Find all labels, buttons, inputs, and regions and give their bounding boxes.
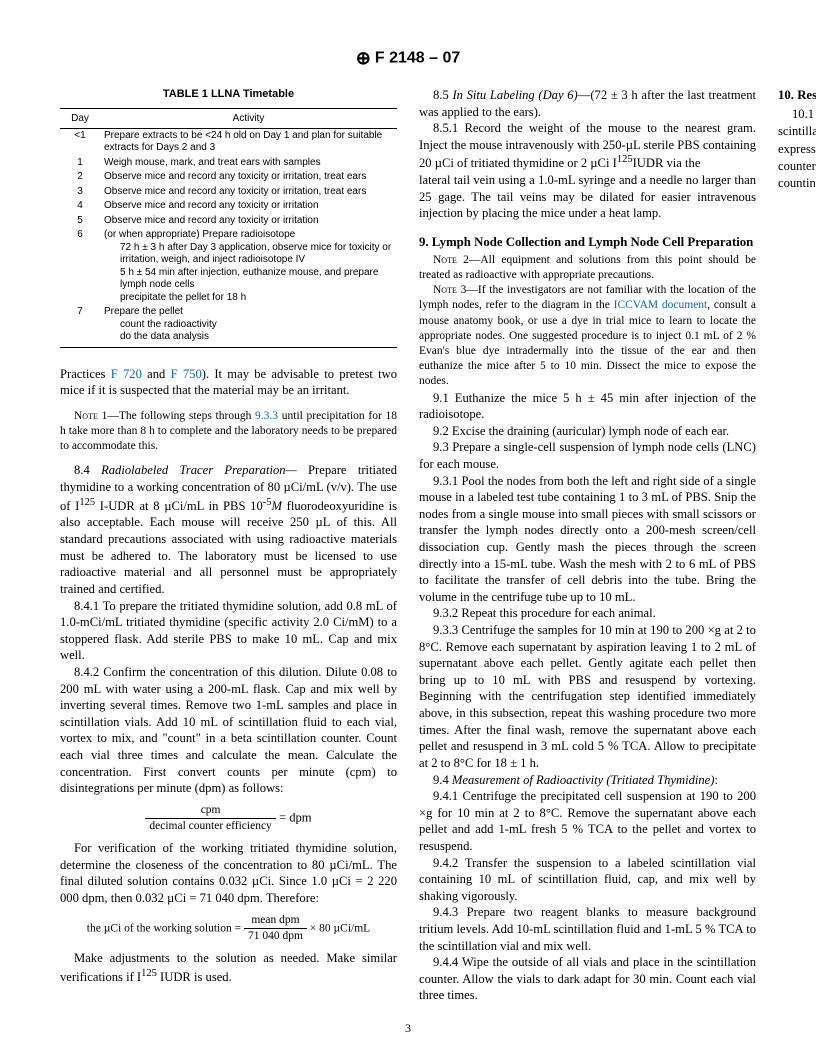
standard-designation: F 2148 – 07 xyxy=(375,50,460,67)
para-9-1: 9.1 Euthanize the mice 5 h ± 45 min afte… xyxy=(419,390,756,423)
note-3: Note 3—If the investigators are not fami… xyxy=(419,283,756,389)
section-9-title: 9. Lymph Node Collection and Lymph Node … xyxy=(419,234,756,251)
astm-logo-icon: ⊕ xyxy=(356,48,371,69)
table-row: 4 xyxy=(60,199,100,214)
llna-timetable: Day Activity <1Prepare extracts to be <2… xyxy=(60,108,397,348)
table-row: 6 xyxy=(60,228,100,305)
table-row: Observe mice and record any toxicity or … xyxy=(100,185,397,200)
two-column-body: TABLE 1 LLNA Timetable Day Activity <1Pr… xyxy=(60,87,756,1007)
paragraph: For verification of the working tritiate… xyxy=(60,840,397,906)
para-9-4-1: 9.4.1 Centrifuge the precipitated cell s… xyxy=(419,788,756,854)
para-8-5-1: 8.5.1 Record the weight of the mouse to … xyxy=(419,120,756,172)
link-iccvam[interactable]: ICCVAM document xyxy=(614,299,708,311)
para-8-5: 8.5 In Situ Labeling (Day 6)—(72 ± 3 h a… xyxy=(419,87,756,120)
paragraph: Practices F 720 and F 750). It may be ad… xyxy=(60,366,397,399)
table-row: Prepare the pellet count the radioactivi… xyxy=(100,305,397,347)
para-8-4-1: 8.4.1 To prepare the tritiated thymidine… xyxy=(60,598,397,664)
table-row: 7 xyxy=(60,305,100,347)
table-row: 5 xyxy=(60,214,100,229)
page-header: ⊕F 2148 – 07 xyxy=(60,48,756,69)
note-2: Note 2—All equipment and solutions from … xyxy=(419,253,756,283)
section-10-title: 10. Results xyxy=(778,87,816,104)
table-row: Prepare extracts to be <24 h old on Day … xyxy=(100,128,397,156)
table-row: 2 xyxy=(60,170,100,185)
table-row: Observe mice and record any toxicity or … xyxy=(100,199,397,214)
para-9-3: 9.3 Prepare a single-cell suspension of … xyxy=(419,439,756,472)
para-8-4: 8.4 Radiolabeled Tracer Preparation— Pre… xyxy=(60,462,397,597)
table-title: TABLE 1 LLNA Timetable xyxy=(60,87,397,102)
table-row: 3 xyxy=(60,185,100,200)
table-row: Weigh mouse, mark, and treat ears with s… xyxy=(100,156,397,171)
table-row: Observe mice and record any toxicity or … xyxy=(100,214,397,229)
para-9-3-3: 9.3.3 Centrifuge the samples for 10 min … xyxy=(419,622,756,771)
para-9-3-2: 9.3.2 Repeat this procedure for each ani… xyxy=(419,605,756,622)
para-10-1: 10.1 Incorporation of tritiated thymidin… xyxy=(778,106,816,191)
link-933[interactable]: 9.3.3 xyxy=(255,410,278,422)
table-row: Observe mice and record any toxicity or … xyxy=(100,170,397,185)
note-1: Note 1—The following steps through 9.3.3… xyxy=(60,409,397,455)
table-col-activity: Activity xyxy=(100,108,397,128)
paragraph: Make adjustments to the solution as need… xyxy=(60,950,397,985)
formula-2: the µCi of the working solution = mean d… xyxy=(60,913,397,944)
page-number: 3 xyxy=(0,1021,816,1036)
link-f720[interactable]: F 720 xyxy=(111,367,142,381)
para-9-4-2: 9.4.2 Transfer the suspension to a label… xyxy=(419,855,756,905)
para-9-4: 9.4 Measurement of Radioactivity (Tritia… xyxy=(419,772,756,789)
formula-1: cpmdecimal counter efficiency = dpm xyxy=(60,803,397,834)
table-row: <1 xyxy=(60,128,100,156)
para-9-4-4: 9.4.4 Wipe the outside of all vials and … xyxy=(419,954,756,1004)
table-col-day: Day xyxy=(60,108,100,128)
table-row: (or when appropriate) Prepare radioisoto… xyxy=(100,228,397,305)
paragraph: lateral tail vein using a 1.0-mL syringe… xyxy=(419,172,756,222)
table-row: 1 xyxy=(60,156,100,171)
para-8-4-2: 8.4.2 Confirm the concentration of this … xyxy=(60,664,397,797)
link-f750[interactable]: F 750 xyxy=(171,367,202,381)
para-9-2: 9.2 Excise the draining (auricular) lymp… xyxy=(419,423,756,440)
para-9-4-3: 9.4.3 Prepare two reagent blanks to meas… xyxy=(419,904,756,954)
para-9-3-1: 9.3.1 Pool the nodes from both the left … xyxy=(419,473,756,606)
